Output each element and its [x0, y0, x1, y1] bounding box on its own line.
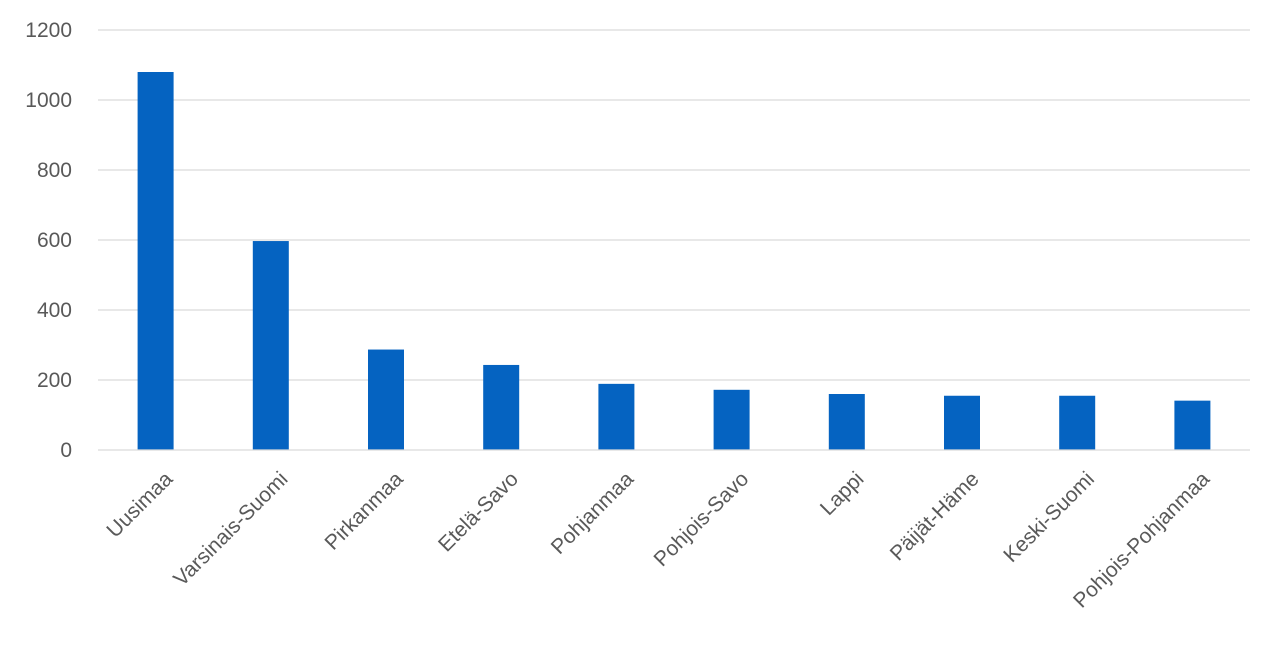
bar: [944, 395, 980, 450]
y-tick-label: 400: [37, 299, 72, 322]
bar: [1174, 400, 1211, 450]
y-tick-label: 200: [37, 369, 72, 392]
y-axis-tick-labels: 0 200 400 600 800 1000 1200: [25, 19, 72, 462]
bar: [1059, 395, 1096, 450]
bar: [252, 241, 289, 450]
x-category-label: Lappi: [816, 467, 869, 520]
y-tick-label: 1200: [25, 19, 72, 42]
x-category-label: Päijät-Häme: [886, 467, 984, 565]
x-category-label: Keski-Suomi: [999, 467, 1099, 567]
gridlines: [98, 29, 1250, 381]
bar: [368, 349, 404, 450]
x-category-label: Etelä-Savo: [434, 467, 523, 556]
x-category-label: Pohjois-Savo: [650, 467, 754, 571]
bar: [598, 383, 635, 450]
y-tick-label: 600: [37, 229, 72, 252]
bar: [713, 389, 750, 450]
x-category-label: Varsinais-Suomi: [169, 467, 292, 590]
y-tick-label: 0: [60, 439, 72, 462]
bar: [137, 72, 174, 450]
x-category-label: Uusimaa: [102, 467, 177, 542]
bars: [137, 72, 1211, 450]
y-tick-label: 1000: [25, 89, 72, 112]
bar: [828, 394, 865, 450]
x-category-label: Pirkanmaa: [320, 467, 407, 554]
y-tick-label: 800: [37, 159, 72, 182]
bar: [483, 364, 520, 450]
x-category-label: Pohjanmaa: [547, 467, 639, 559]
